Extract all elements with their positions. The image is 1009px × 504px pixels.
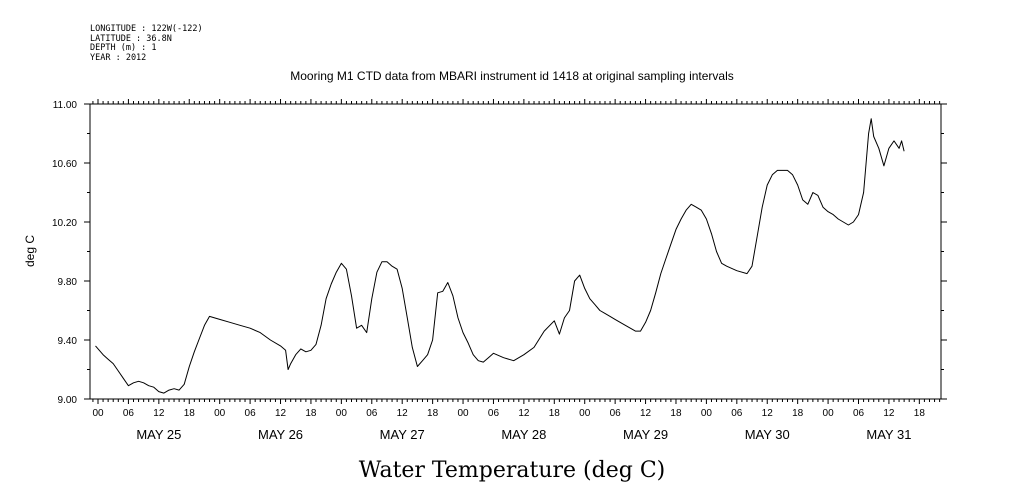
x-hour-label: 18 — [670, 408, 682, 419]
series-line-0 — [95, 118, 905, 394]
x-hour-label: 12 — [762, 408, 774, 419]
series-layer — [95, 118, 905, 394]
header-latitude: LATITUDE : 36.8N — [90, 34, 172, 44]
x-hour-label: 18 — [305, 408, 317, 419]
y-tick-label: 10.20 — [52, 218, 77, 229]
x-axis: 00 06 12 18 00 06 12 18 00 06 12 18 00 06 12 18 00 06 12 18… — [92, 99, 941, 442]
y-tick-label: 11.00 — [53, 100, 78, 111]
x-hour-label: 18 — [184, 408, 196, 419]
x-hour-label: 06 — [853, 408, 865, 419]
x-hour-label: 18 — [792, 408, 804, 419]
x-hour-label: 00 — [701, 408, 713, 419]
x-hour-label: 06 — [366, 408, 378, 419]
y-tick-label: 9.40 — [58, 336, 78, 347]
x-axis-label: Water Temperature (deg C) — [359, 458, 666, 483]
chart-title: Mooring M1 CTD data from MBARI instrumen… — [290, 69, 734, 83]
x-day-label: MAY 27 — [380, 427, 425, 442]
x-hour-label: 00 — [823, 408, 835, 419]
y-tick-label: 9.00 — [58, 395, 78, 406]
x-hour-label: 12 — [275, 408, 287, 419]
x-hour-label: 00 — [336, 408, 348, 419]
x-day-label: MAY 25 — [136, 427, 181, 442]
header-info: LONGITUDE : 122W(-122) LATITUDE : 36.8N … — [90, 24, 203, 63]
x-hour-label: 06 — [488, 408, 500, 419]
x-hour-label: 18 — [427, 408, 439, 419]
header-year: YEAR : 2012 — [90, 53, 146, 63]
x-day-label: MAY 29 — [623, 427, 668, 442]
x-hour-label: 00 — [579, 408, 591, 419]
y-axis-label: deg C — [23, 235, 37, 267]
x-hour-label: 00 — [92, 408, 104, 419]
x-hour-label: 12 — [153, 408, 165, 419]
x-hour-label: 00 — [457, 408, 469, 419]
x-hour-label: 06 — [731, 408, 743, 419]
x-hour-label: 06 — [610, 408, 622, 419]
y-tick-label: 10.60 — [52, 159, 77, 170]
plot-frame — [89, 103, 942, 400]
header-longitude: LONGITUDE : 122W(-122) — [90, 24, 203, 34]
y-tick-label: 9.80 — [58, 277, 78, 288]
x-hour-label: 12 — [640, 408, 652, 419]
x-hour-label: 18 — [914, 408, 926, 419]
x-hour-label: 12 — [397, 408, 409, 419]
x-hour-label: 00 — [214, 408, 226, 419]
x-hour-label: 06 — [245, 408, 257, 419]
y-axis: 9.00 9.40 9.80 10.20 10.60 11.00 — [52, 100, 947, 406]
x-day-label: MAY 28 — [501, 427, 546, 442]
x-hour-label: 18 — [549, 408, 561, 419]
x-hour-label: 06 — [123, 408, 135, 419]
x-day-label: MAY 31 — [866, 427, 911, 442]
x-day-label: MAY 26 — [258, 427, 303, 442]
header-depth: DEPTH (m) : 1 — [90, 43, 157, 53]
x-hour-label: 12 — [518, 408, 530, 419]
x-hour-label: 12 — [883, 408, 895, 419]
x-day-label: MAY 30 — [745, 427, 790, 442]
